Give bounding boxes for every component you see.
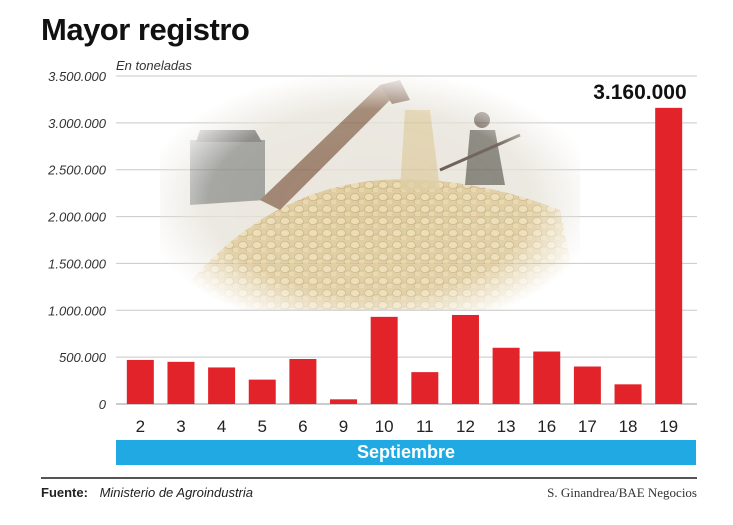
source-line: Fuente: Ministerio de Agroindustria (41, 485, 253, 500)
x-tick-label: 17 (578, 417, 597, 436)
bar (573, 366, 601, 404)
soy-harvest-photo (160, 70, 580, 310)
x-tick-label: 9 (339, 417, 348, 436)
x-tick-label: 4 (217, 417, 226, 436)
bar-chart: 0 500.000 1.000.000 1.500.000 2.000.000 2.500… (47, 69, 697, 436)
chart-subtitle: En toneladas (116, 58, 192, 73)
bar (330, 399, 358, 404)
bar (167, 361, 195, 404)
bar (370, 316, 398, 404)
y-tick-label: 0 (99, 397, 107, 412)
x-tick-label: 2 (136, 417, 145, 436)
bar (248, 379, 276, 404)
y-tick-label: 3.000.000 (48, 116, 107, 131)
month-band: Septiembre (116, 440, 696, 465)
x-tick-label: 5 (258, 417, 267, 436)
x-tick-label: 19 (659, 417, 678, 436)
footer-divider (41, 477, 697, 479)
credit-line: S. Ginandrea/BAE Negocios (547, 485, 697, 500)
x-tick-label: 13 (497, 417, 516, 436)
data-label: 3.160.000 (593, 81, 686, 104)
source-label: Fuente: (41, 485, 88, 500)
y-tick-label: 1.500.000 (48, 256, 107, 271)
x-tick-label: 11 (416, 417, 434, 436)
bar (655, 107, 683, 404)
x-tick-label: 12 (456, 417, 475, 436)
bar (614, 384, 642, 404)
bar (411, 372, 439, 404)
chart-title: Mayor registro (41, 12, 250, 47)
x-tick-label: 10 (375, 417, 394, 436)
x-tick-label: 16 (537, 417, 556, 436)
y-tick-label: 2.500.000 (47, 163, 107, 178)
y-tick-label: 500.000 (59, 350, 107, 365)
source-value: Ministerio de Agroindustria (99, 485, 254, 500)
bar (289, 359, 317, 404)
y-tick-label: 3.500.000 (48, 69, 107, 84)
bar (492, 347, 520, 404)
x-tick-label: 18 (619, 417, 638, 436)
bar (533, 351, 561, 404)
bar (451, 314, 479, 404)
y-tick-label: 2.000.000 (47, 210, 107, 225)
bar (126, 359, 154, 404)
y-tick-label: 1.000.000 (48, 303, 107, 318)
x-tick-label: 6 (298, 417, 307, 436)
bar (208, 367, 236, 404)
x-tick-label: 3 (176, 417, 185, 436)
